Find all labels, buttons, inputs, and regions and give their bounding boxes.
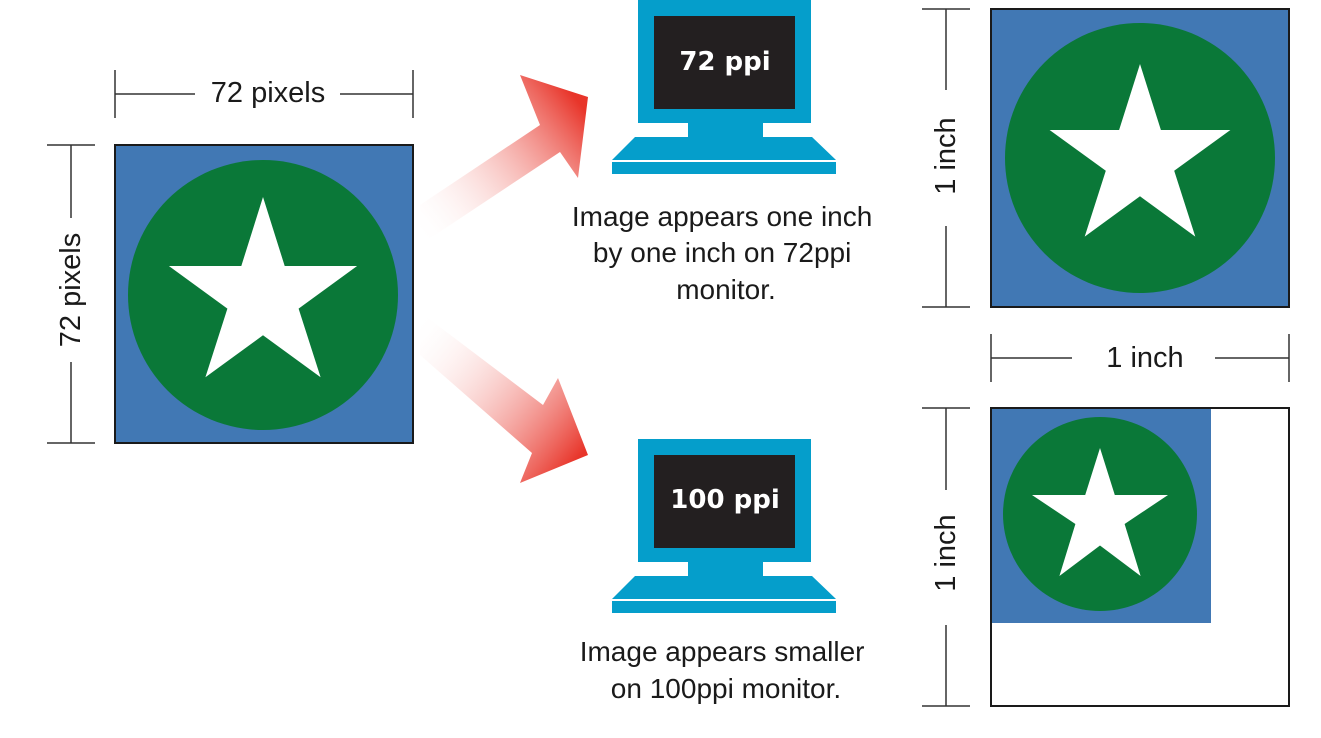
caption-line: monitor. bbox=[676, 274, 776, 305]
monitor-100ppi-screen-label: 100 ppi bbox=[670, 485, 779, 515]
source-height-label: 72 pixels bbox=[55, 233, 87, 347]
caption-line: on 100ppi monitor. bbox=[611, 673, 841, 704]
monitor-72ppi-screen-label: 72 ppi bbox=[679, 47, 770, 77]
arrow-to-72ppi-icon bbox=[420, 75, 588, 245]
source-width-dimension bbox=[114, 70, 414, 118]
result-top-height-dimension bbox=[922, 8, 970, 308]
result-bottom-height-label: 1 inch bbox=[930, 514, 962, 591]
monitor-72ppi-caption: Image appears one inch by one inch on 72… bbox=[572, 201, 880, 305]
monitor-100ppi: 100 ppi bbox=[612, 439, 836, 613]
monitor-100ppi-caption: Image appears smaller on 100ppi monitor. bbox=[580, 636, 873, 704]
star-icon bbox=[1049, 64, 1231, 237]
star-icon bbox=[1032, 448, 1168, 576]
star-icon bbox=[168, 197, 358, 378]
result-100ppi-image bbox=[990, 407, 1290, 707]
source-image bbox=[114, 144, 414, 444]
arrow-to-100ppi-icon bbox=[420, 312, 588, 483]
caption-line: Image appears smaller bbox=[580, 636, 865, 667]
caption-line: by one inch on 72ppi bbox=[593, 237, 851, 268]
result-width-label: 1 inch bbox=[1106, 342, 1183, 374]
monitor-72ppi: 72 ppi bbox=[612, 0, 836, 174]
result-top-height-label: 1 inch bbox=[930, 117, 962, 194]
result-width-dimension bbox=[990, 334, 1290, 382]
caption-line: Image appears one inch bbox=[572, 201, 872, 232]
source-height-dimension bbox=[47, 144, 95, 444]
source-width-label: 72 pixels bbox=[211, 77, 325, 109]
result-bottom-height-dimension bbox=[922, 407, 970, 707]
result-72ppi-image bbox=[990, 8, 1290, 308]
